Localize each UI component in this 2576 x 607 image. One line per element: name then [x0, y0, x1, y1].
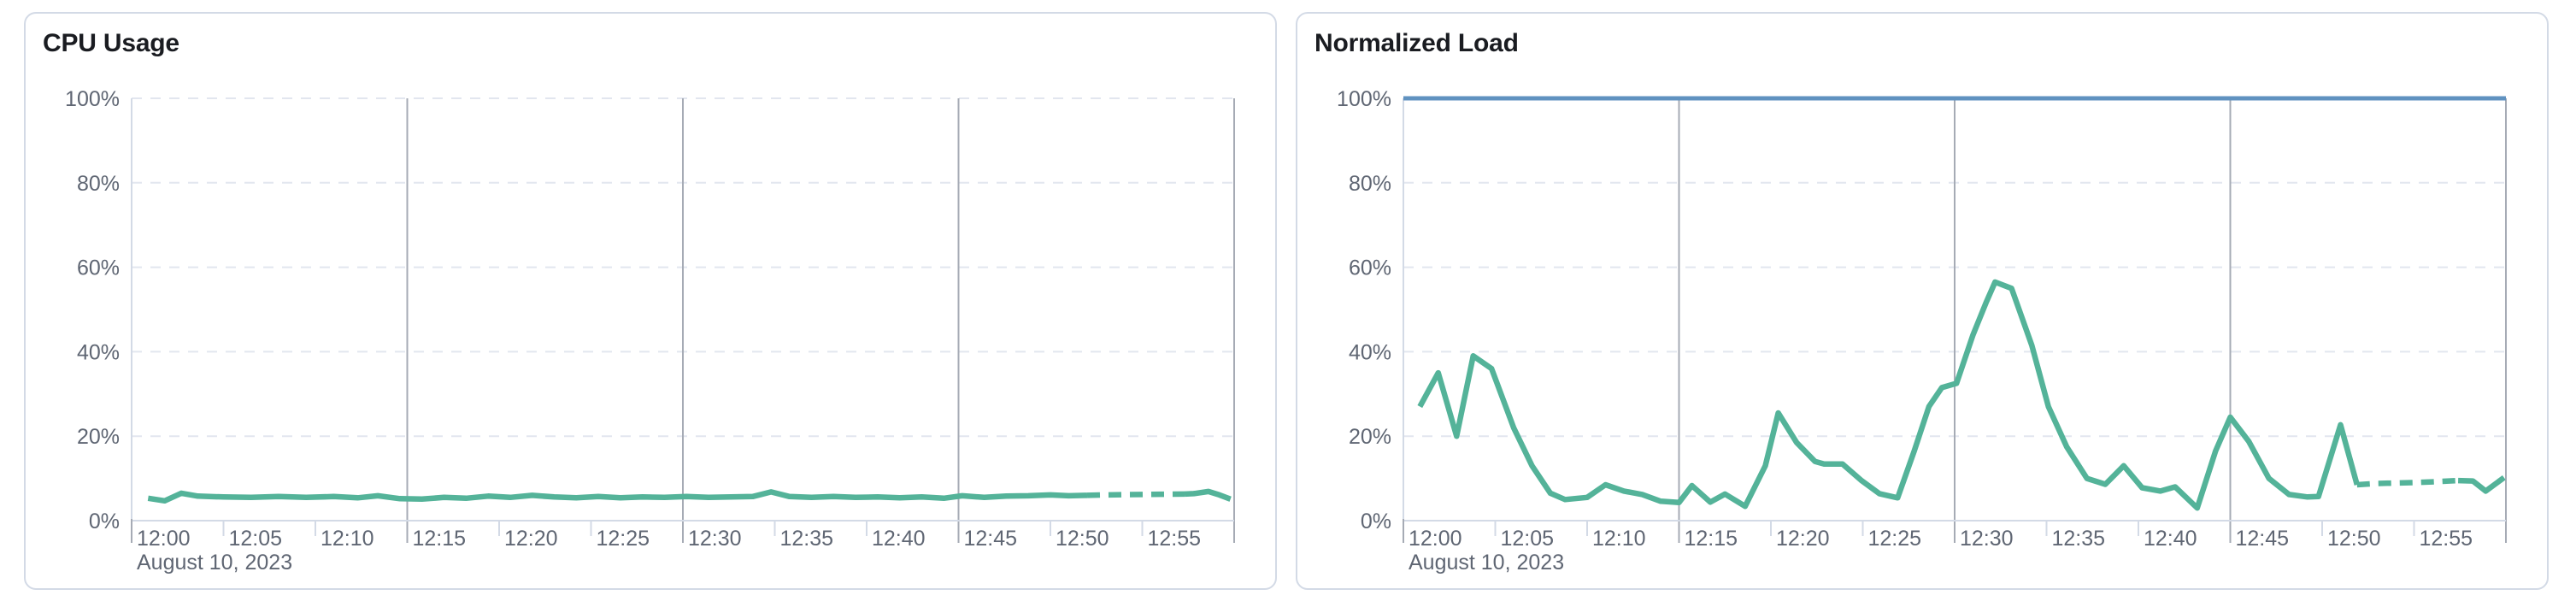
x-tick-label: 12:25	[597, 527, 650, 551]
series-line-solid	[1184, 488, 1232, 502]
x-tick-label: 12:20	[1776, 527, 1830, 551]
x-tick-label: 12:00	[1409, 527, 1462, 551]
y-tick-label: 20%	[1349, 425, 1391, 449]
x-tick-label: 12:50	[1056, 527, 1109, 551]
y-tick-label: 60%	[77, 256, 120, 280]
y-tick-label: 20%	[77, 425, 120, 449]
y-tick-label: 100%	[1337, 87, 1391, 111]
panel-normalized-load: Normalized Load 12:00 12:05 12:10 12:15 12:2…	[1296, 12, 2549, 590]
x-tick-label: 12:15	[1685, 527, 1738, 551]
series-line-dashed	[1086, 491, 1185, 498]
series-line-dashed	[2356, 477, 2459, 488]
x-tick-label: 12:05	[229, 527, 283, 551]
y-tick-label: 40%	[1349, 340, 1391, 364]
x-tick-label: 12:50	[2327, 527, 2381, 551]
y-tick-label: 80%	[1349, 172, 1391, 196]
panel-cpu-usage: CPU Usage 12:00 12:05 12:10 12:15 12:20 12:25…	[24, 12, 1277, 590]
x-tick-label: 12:30	[1960, 527, 2014, 551]
x-axis-date-label: August 10, 2023	[1409, 551, 1564, 575]
x-tick-label: 12:05	[1501, 527, 1555, 551]
x-tick-label: 12:10	[321, 527, 374, 551]
x-tick-label: 12:55	[1148, 527, 1202, 551]
normalized-load-chart[interactable]: 12:00 12:05 12:10 12:15 12:20 12:25 12:30 12:35…	[1297, 14, 2547, 588]
x-tick-label: 12:10	[1592, 527, 1646, 551]
x-tick-label: 12:20	[504, 527, 558, 551]
x-axis-date-label: August 10, 2023	[137, 551, 292, 575]
x-tick-label: 12:45	[2236, 527, 2290, 551]
x-tick-label: 12:40	[2144, 527, 2197, 551]
x-tick-label: 12:25	[1868, 527, 1922, 551]
x-tick-label: 12:45	[964, 527, 1018, 551]
x-tick-label: 12:55	[2420, 527, 2473, 551]
x-tick-label: 12:40	[872, 527, 926, 551]
x-tick-label: 12:30	[688, 527, 742, 551]
y-tick-label: 0%	[1361, 510, 1391, 533]
series-line-solid	[2458, 474, 2506, 494]
y-tick-label: 0%	[89, 510, 120, 533]
x-tick-label: 12:15	[413, 527, 467, 551]
series-line-solid	[1417, 279, 2360, 511]
x-tick-label: 12:35	[780, 527, 834, 551]
y-tick-label: 60%	[1349, 256, 1391, 280]
x-tick-label: 12:35	[2052, 527, 2106, 551]
panel-title: Normalized Load	[1314, 29, 1519, 57]
y-tick-label: 40%	[77, 340, 120, 364]
panel-title: CPU Usage	[43, 29, 179, 57]
x-tick-label: 12:00	[137, 527, 191, 551]
cpu-usage-chart[interactable]: 12:00 12:05 12:10 12:15 12:20 12:25 12:30 12:35…	[26, 14, 1275, 588]
y-tick-label: 80%	[77, 172, 120, 196]
series-line-solid	[147, 489, 1088, 504]
y-tick-label: 100%	[65, 87, 120, 111]
